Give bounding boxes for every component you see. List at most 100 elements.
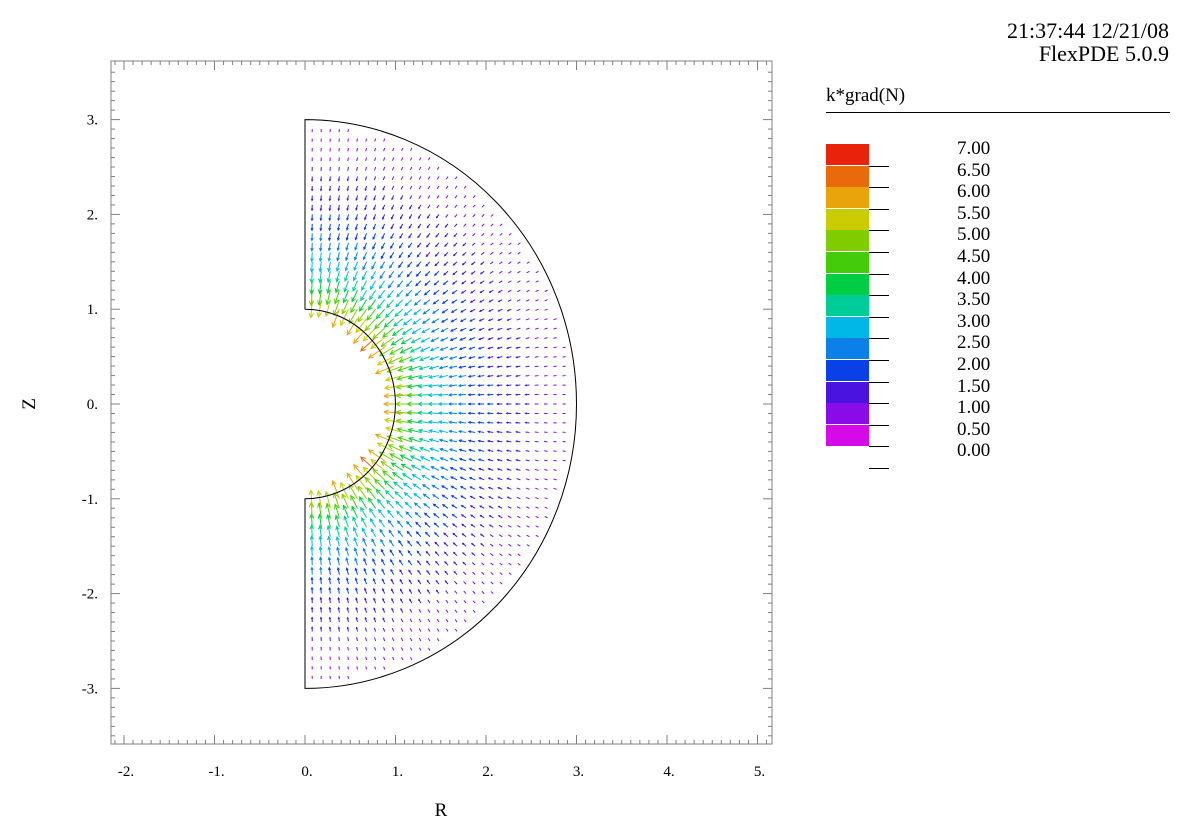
- vector-arrow: [517, 553, 521, 557]
- vector-arrow: [387, 356, 403, 364]
- vector-arrow: [372, 223, 377, 231]
- vector-arrow: [445, 590, 449, 594]
- vector-arrow: [469, 505, 476, 509]
- vector-arrow: [380, 538, 386, 547]
- vector-arrow: [428, 438, 440, 443]
- vector-arrow: [406, 280, 413, 288]
- vector-arrow: [524, 421, 530, 424]
- vector-arrow: [490, 251, 494, 255]
- vector-arrow: [472, 214, 476, 218]
- vector-arrow: [379, 528, 386, 537]
- vector-arrow: [420, 337, 431, 343]
- vector-arrow: [448, 420, 458, 424]
- vector-arrow: [451, 513, 458, 519]
- vector-arrow: [471, 251, 476, 256]
- vector-arrow: [544, 478, 548, 481]
- vector-arrow: [508, 251, 512, 255]
- vector-arrow: [544, 337, 548, 339]
- vector-arrow: [471, 552, 476, 557]
- vector-arrow: [383, 666, 386, 670]
- vector-arrow: [479, 514, 485, 519]
- vector-arrow: [406, 530, 413, 538]
- vector-arrow: [496, 374, 503, 378]
- vector-arrow: [318, 252, 323, 263]
- vector-arrow: [498, 534, 503, 538]
- vector-arrow: [346, 587, 349, 594]
- vector-arrow: [461, 542, 467, 547]
- vector-arrow: [319, 233, 323, 242]
- vector-arrow: [350, 494, 358, 509]
- vector-arrow: [507, 280, 512, 284]
- vector-arrow: [391, 607, 395, 613]
- vector-arrow: [354, 223, 358, 231]
- vector-arrow: [371, 538, 377, 547]
- vector-arrow: [517, 261, 521, 264]
- vector-arrow: [415, 280, 422, 287]
- vector-arrow: [392, 656, 395, 661]
- vector-arrow: [479, 533, 485, 538]
- vector-arrow: [417, 410, 430, 416]
- vector-arrow: [389, 261, 395, 269]
- vector-arrow: [468, 467, 476, 471]
- vector-arrow: [343, 280, 349, 293]
- vector-arrow: [429, 346, 440, 352]
- vector-arrow: [481, 571, 485, 576]
- software-version: FlexPDE 5.0.9: [1038, 41, 1169, 66]
- vector-arrow: [452, 251, 458, 257]
- vector-arrow: [490, 232, 494, 236]
- vector-arrow: [418, 637, 422, 642]
- vector-arrow: [496, 346, 503, 350]
- vector-arrow: [367, 346, 385, 359]
- vector-arrow: [427, 618, 431, 623]
- vector-arrow: [347, 147, 349, 152]
- vector-arrow: [498, 280, 503, 284]
- legend-swatch: [826, 252, 869, 273]
- y-tick-label: -1.: [82, 492, 98, 508]
- vector-arrow: [326, 271, 331, 284]
- vector-arrow: [429, 447, 440, 452]
- vector-arrow: [383, 480, 395, 490]
- vector-arrow: [331, 309, 340, 329]
- legend-label: 5.00: [957, 224, 991, 246]
- vector-arrow: [386, 499, 395, 509]
- x-axis-label: R: [435, 800, 448, 821]
- vector-arrow: [309, 513, 315, 528]
- vector-arrow: [409, 176, 413, 180]
- vector-arrow: [345, 242, 349, 251]
- vector-arrow: [454, 214, 458, 218]
- vector-arrow: [362, 261, 367, 271]
- vector-arrow: [373, 587, 377, 594]
- vector-arrow: [535, 497, 539, 500]
- vector-arrow: [374, 647, 377, 651]
- vector-arrow: [477, 430, 485, 434]
- vector-arrow: [396, 520, 404, 528]
- vector-arrow: [373, 607, 377, 613]
- vector-arrow: [444, 570, 449, 575]
- vector-arrow: [425, 251, 431, 258]
- vector-arrow: [477, 384, 485, 387]
- vector-arrow: [407, 550, 413, 556]
- vector-arrow: [499, 553, 503, 557]
- vector-arrow: [391, 588, 395, 594]
- vector-arrow: [363, 223, 368, 231]
- vector-arrow: [481, 223, 485, 227]
- vector-arrow: [334, 280, 340, 294]
- vector-arrow: [457, 393, 467, 397]
- vector-arrow: [447, 411, 458, 415]
- vector-arrow: [449, 476, 458, 481]
- vector-arrow: [444, 242, 449, 247]
- vector-arrow: [472, 600, 476, 604]
- vector-arrow: [346, 214, 349, 221]
- vector-arrow: [489, 270, 494, 274]
- vector-arrow: [544, 440, 548, 443]
- vector-arrow: [401, 327, 413, 335]
- vector-arrow: [445, 204, 449, 209]
- vector-arrow: [415, 531, 422, 538]
- vector-arrow: [481, 581, 485, 585]
- vector-arrow: [361, 271, 367, 281]
- vector-arrow: [310, 596, 314, 604]
- vector-arrow: [388, 270, 395, 279]
- vector-arrows: [308, 128, 566, 680]
- vector-arrow: [360, 456, 376, 471]
- vector-arrow: [479, 505, 485, 509]
